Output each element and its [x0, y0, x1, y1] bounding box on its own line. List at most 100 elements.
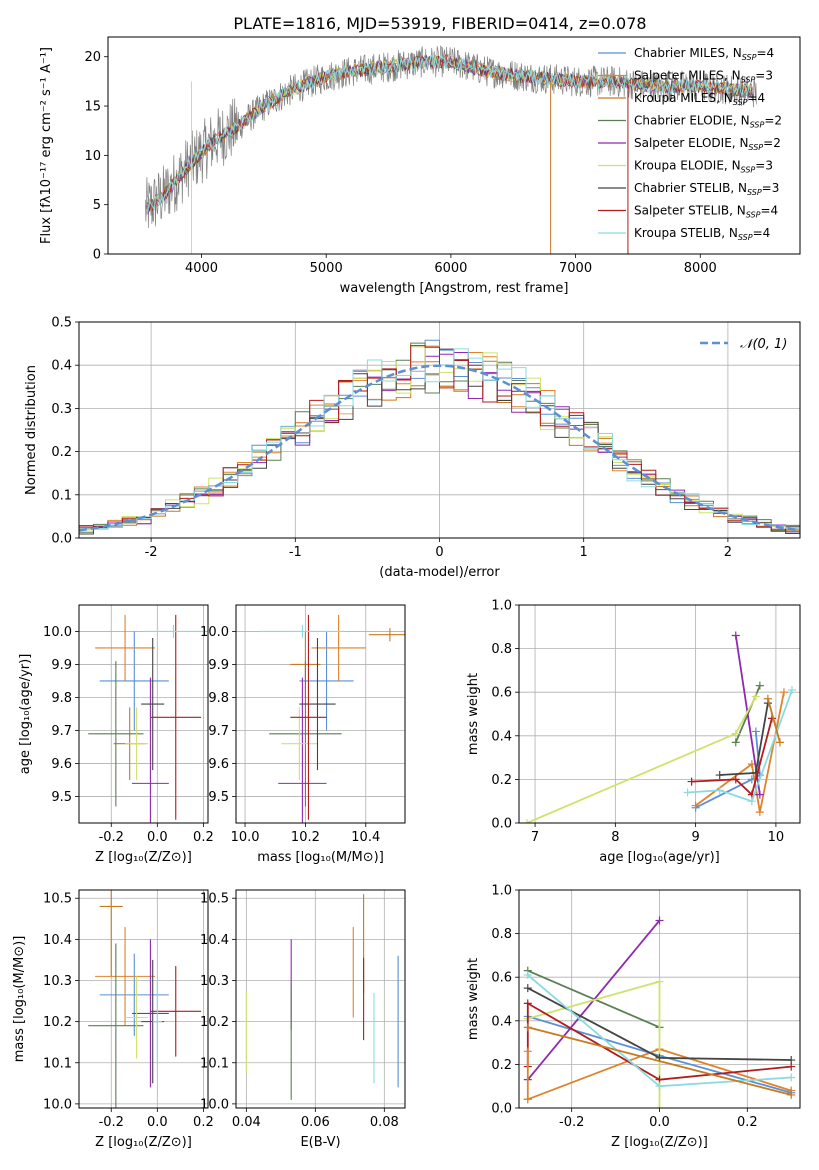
tick-label-y: 0.0	[491, 817, 512, 832]
y-axis-label: Normed distribution	[24, 365, 39, 495]
weight-series-line	[526, 1001, 792, 1081]
legend-separator: ,	[725, 46, 733, 60]
weight-series-line	[691, 718, 773, 797]
panel-mass-vs-ebv: 0.04 0.06 0.08 10.0 10.1 10.2 10.3 10.4 10.5 E(B-…	[200, 889, 406, 1150]
tick-label-y: 15	[84, 100, 101, 115]
tick-label-x: -0.2	[99, 1115, 124, 1130]
legend-nssp-value: 3	[772, 181, 780, 195]
tick-label-y: 0.5	[51, 316, 72, 331]
tick-label-y: 5	[93, 198, 101, 213]
weight-point-marker	[787, 686, 796, 695]
tick-label-y: 9.8	[208, 691, 229, 706]
x-axis-label: mass [log₁₀(M/M⊙)]	[257, 850, 384, 865]
weight-point-marker	[655, 1104, 664, 1108]
legend-separator: ,	[730, 181, 738, 195]
tick-label-y: 10.2	[43, 1015, 72, 1030]
weight-series-line	[695, 731, 761, 809]
tick-label-y: 20	[84, 50, 101, 65]
weight-point-marker	[523, 999, 532, 1008]
tick-label-y: 0.1	[51, 488, 72, 503]
tick-label-y: 0.4	[51, 359, 72, 374]
legend-entry: Salpeter ELODIE, NSSP=2	[634, 136, 781, 152]
weight-point-marker	[775, 738, 784, 747]
tick-label-y: 10.0	[200, 625, 229, 640]
legend-model-name: Salpeter MILES	[634, 69, 724, 83]
x-axis-label: E(B-V)	[300, 1135, 340, 1150]
tick-label-y: 0.8	[491, 927, 512, 942]
weight-point-marker	[731, 729, 740, 738]
legend-separator: ,	[733, 114, 741, 128]
x-axis-label: (data-model)/error	[379, 565, 500, 580]
axes-frame	[518, 889, 801, 1109]
legend-equals: =	[756, 46, 766, 60]
tick-label-x: 8000	[684, 261, 717, 276]
legend-entry: Chabrier STELIB, NSSP=3	[634, 181, 779, 197]
tick-label-y: 10.3	[200, 974, 229, 989]
tick-label-x: 9	[691, 830, 699, 845]
weight-point-marker	[787, 1090, 796, 1099]
legend-nssp-value: 4	[767, 46, 775, 60]
legend-nssp-value: 4	[757, 91, 765, 105]
tick-label-y: 0.2	[491, 773, 512, 788]
legend-nssp-prefix: N	[732, 159, 741, 173]
tick-label-y: 0.4	[491, 1014, 512, 1029]
axes-frame	[78, 889, 209, 1109]
legend-nssp-sub: SSP	[748, 143, 763, 152]
tick-label-x: 0.2	[193, 1115, 214, 1130]
tick-label-y: 10.5	[200, 892, 229, 907]
legend-entry: Kroupa MILES, NSSP=4	[634, 91, 765, 107]
tick-label-y: 0.6	[491, 971, 512, 986]
weight-point-marker	[755, 790, 764, 799]
legend-separator: ,	[721, 226, 729, 240]
legend-equals: =	[755, 159, 765, 173]
weight-point-marker	[523, 819, 532, 823]
tick-label-x: -2	[145, 545, 158, 560]
legend-nssp-sub: SSP	[750, 121, 765, 130]
weight-point-marker	[523, 1023, 532, 1032]
legend-model-name: Salpeter STELIB	[634, 204, 729, 218]
legend-entry: 𝒩(0, 1)	[740, 337, 787, 352]
tick-label-x: 0.2	[193, 830, 214, 845]
tick-label-y: 10.5	[43, 892, 72, 907]
tick-label-x: 0.08	[370, 1115, 399, 1130]
weight-point-marker	[691, 801, 700, 810]
tick-label-x: 5000	[310, 261, 343, 276]
y-axis-label: Flux [fλ10⁻¹⁷ erg cm⁻² s⁻¹ A⁻¹]	[39, 47, 54, 244]
tick-label-y: 1.0	[491, 599, 512, 614]
legend-entry: Salpeter STELIB, NSSP=4	[634, 204, 778, 220]
tick-label-y: 9.9	[208, 658, 229, 673]
tick-label-y: 0	[93, 248, 101, 263]
tick-label-y: 0.0	[51, 532, 72, 547]
spectrum-model-line	[146, 55, 753, 215]
panel-residuals: -2 -1 0 1 2 0.0 0.1 0.2 0.3 0.4 0.5 (data-model)/er…	[24, 316, 801, 580]
tick-label-x: 10.0	[231, 830, 260, 845]
spectrum-model-line	[146, 54, 753, 212]
weight-point-marker	[523, 984, 532, 993]
tick-label-x: 0.0	[649, 1115, 670, 1130]
tick-label-y: 10.3	[43, 974, 72, 989]
tick-label-y: 9.7	[208, 724, 229, 739]
legend-separator: ,	[724, 159, 732, 173]
weight-point-marker	[747, 797, 756, 806]
tick-label-y: 9.9	[51, 658, 72, 673]
legend-nssp-prefix: N	[738, 181, 747, 195]
weight-point-marker	[523, 1047, 532, 1056]
legend-nssp-value: 4	[763, 226, 771, 240]
legend-model-name: Salpeter ELODIE	[634, 136, 732, 150]
legend-model-name: Kroupa MILES	[634, 91, 716, 105]
y-axis-label: mass weight	[466, 673, 481, 755]
legend-nssp-value: 3	[765, 69, 773, 83]
weight-point-marker	[751, 768, 760, 777]
tick-label-y: 9.7	[51, 724, 72, 739]
weight-point-marker	[751, 692, 760, 701]
plot-area	[523, 631, 796, 823]
legend-nssp-value: 2	[773, 136, 781, 150]
legend-nssp-sub: SSP	[733, 98, 748, 107]
plot-area	[245, 894, 399, 1100]
plot-area	[523, 916, 796, 1108]
tick-label-y: 10.0	[43, 1097, 72, 1112]
tick-label-x: 6000	[434, 261, 467, 276]
tick-label-x: 1	[580, 545, 588, 560]
weight-point-marker	[687, 777, 696, 786]
